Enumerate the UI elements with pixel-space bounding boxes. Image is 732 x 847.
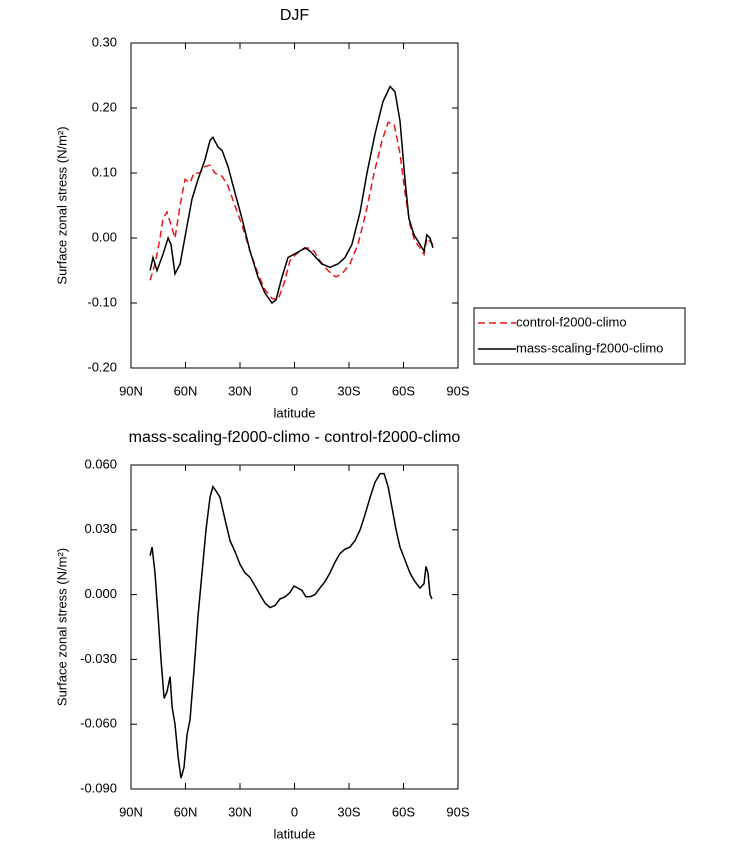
- x-tick-label: 90S: [446, 804, 469, 819]
- series-line: [149, 85, 434, 305]
- plot-frame: [130, 464, 459, 790]
- chart-title: DJF: [280, 7, 310, 24]
- x-tick-label: 90S: [446, 383, 469, 398]
- x-tick-label: 30N: [228, 804, 252, 819]
- y-tick-label: 0.000: [84, 586, 117, 601]
- x-tick-label: 30N: [228, 383, 252, 398]
- x-tick-label: 60N: [174, 804, 198, 819]
- series-line: [149, 472, 433, 779]
- y-tick-label: 0.10: [92, 164, 117, 179]
- x-tick-label: 60S: [392, 383, 415, 398]
- x-tick-label: 60S: [392, 804, 415, 819]
- legend: control-f2000-climo mass-scaling-f2000-cl…: [473, 307, 686, 365]
- x-tick-label: 30S: [337, 383, 360, 398]
- legend-label: control-f2000-climo: [516, 314, 627, 329]
- legend-label: mass-scaling-f2000-climo: [516, 340, 663, 355]
- y-axis-label: Surface zonal stress (N/m²): [54, 548, 69, 706]
- y-tick-label: -0.10: [87, 294, 117, 309]
- x-tick-label: 30S: [337, 804, 360, 819]
- chart-title: mass-scaling-f2000-climo - control-f2000…: [129, 429, 461, 446]
- series-line: [149, 121, 434, 301]
- legend-box: [473, 307, 686, 365]
- y-axis-label: Surface zonal stress (N/m²): [54, 126, 69, 284]
- plot-frame: [130, 42, 459, 369]
- x-tick-label: 0: [291, 383, 298, 398]
- x-tick-label: 90N: [119, 804, 143, 819]
- y-tick-label: -0.030: [80, 651, 117, 666]
- x-tick-label: 60N: [174, 383, 198, 398]
- y-tick-label: -0.090: [80, 780, 117, 795]
- x-axis-label: latitude: [274, 826, 316, 841]
- y-tick-label: 0.030: [84, 521, 117, 536]
- y-tick-label: 0.00: [92, 229, 117, 244]
- x-axis-label: latitude: [274, 405, 316, 420]
- x-tick-label: 0: [291, 804, 298, 819]
- y-tick-label: 0.30: [92, 34, 117, 49]
- y-tick-label: 0.060: [84, 456, 117, 471]
- x-tick-label: 90N: [119, 383, 143, 398]
- y-tick-label: -0.060: [80, 716, 117, 731]
- y-tick-label: -0.20: [87, 359, 117, 374]
- y-tick-label: 0.20: [92, 99, 117, 114]
